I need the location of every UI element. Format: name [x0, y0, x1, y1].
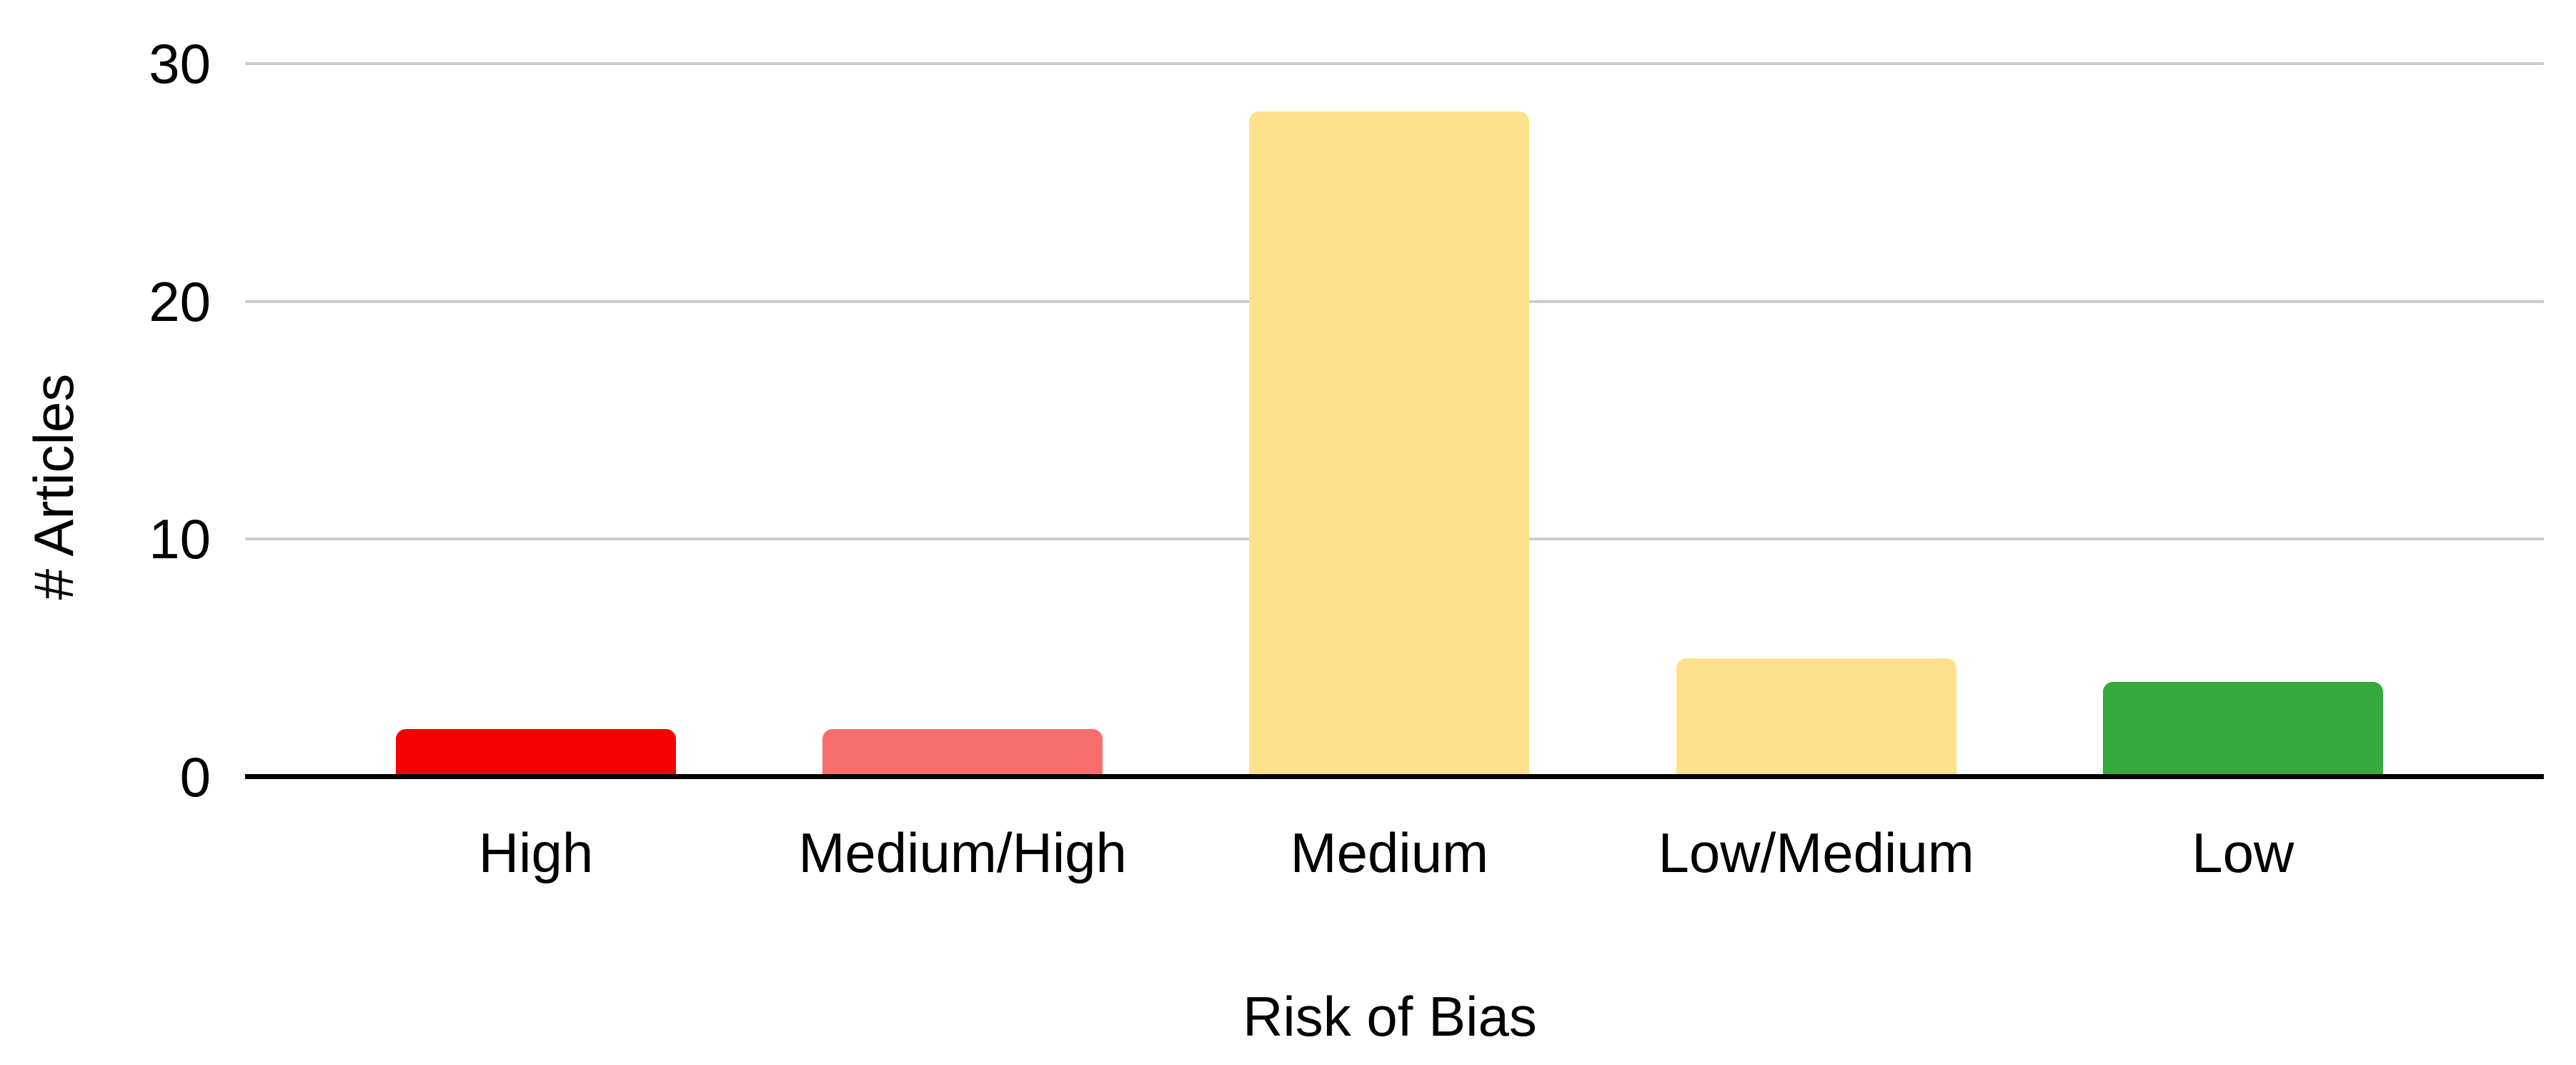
y-tick-label-20: 20 [149, 269, 211, 333]
bar-low-medium [1676, 658, 1956, 777]
x-axis-label-low-medium: Low/Medium [1658, 821, 1974, 884]
x-axis-label-low: Low [2192, 821, 2294, 884]
bar-low [2102, 681, 2383, 777]
y-tick-label-10: 10 [149, 507, 211, 571]
y-tick-label-0: 0 [179, 746, 211, 808]
plot-area [245, 62, 2544, 779]
bar-high [396, 729, 676, 777]
x-axis-label-high: High [478, 821, 594, 884]
bar-medium-high [822, 729, 1103, 777]
x-axis-label-medium-high: Medium/High [798, 821, 1127, 884]
x-axis-label-medium: Medium [1290, 821, 1489, 884]
x-axis-title: Risk of Bias [1243, 985, 1537, 1048]
gridline-30 [245, 62, 2544, 65]
y-tick-label-30: 30 [149, 32, 211, 95]
bar-medium [1249, 111, 1530, 777]
x-axis-line [245, 774, 2544, 779]
